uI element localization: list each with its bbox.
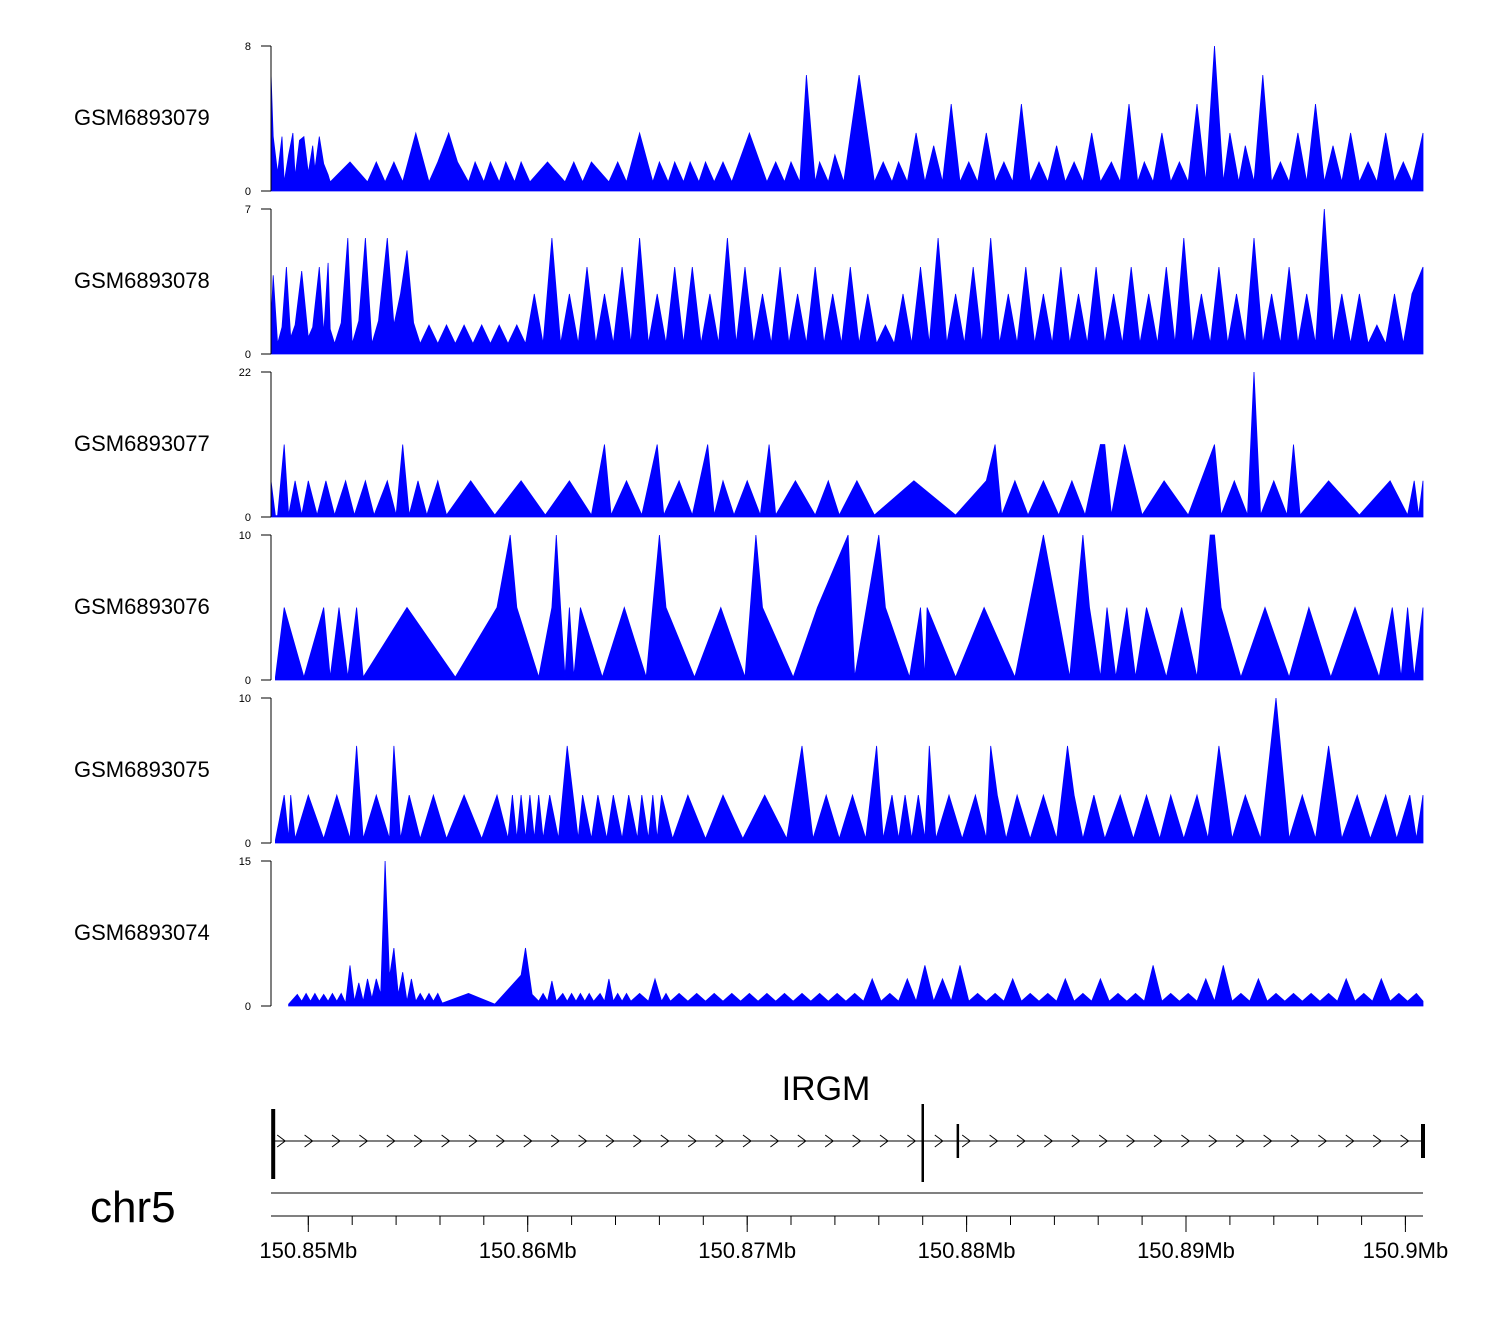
track-GSM6893079: 8 0 GSM6893079 <box>74 41 1424 198</box>
strand-arrow <box>633 1134 643 1148</box>
gene-label-irgm: IRGM <box>782 1070 871 1108</box>
strand-arrow <box>879 1134 889 1148</box>
strand-arrow <box>770 1134 780 1148</box>
strand-arrow <box>715 1134 725 1148</box>
strand-arrow <box>550 1134 561 1148</box>
strand-arrow <box>660 1134 670 1148</box>
strand-arrow <box>1208 1134 1218 1148</box>
y-tick-label-min: 0 <box>245 675 251 687</box>
y-tick-label-max: 7 <box>245 204 251 216</box>
genomic-axis: chr5 150.85Mb 150.86Mb 150.87Mb 150.88Mb 150… <box>90 1183 1448 1263</box>
strand-arrow <box>468 1134 478 1148</box>
strand-arrow <box>1016 1134 1026 1148</box>
strand-arrow <box>605 1134 615 1148</box>
strand-arrow <box>413 1134 424 1148</box>
coverage-area-GSM6893076 <box>275 534 1424 681</box>
strand-arrow <box>359 1134 369 1148</box>
y-tick-label-max: 10 <box>239 530 251 542</box>
strand-arrow <box>1126 1134 1136 1148</box>
strand-arrow <box>578 1134 588 1148</box>
strand-arrow <box>1153 1134 1163 1148</box>
strand-arrow <box>1290 1134 1300 1148</box>
strand-arrow <box>1318 1134 1328 1148</box>
x-tick-label: 150.86Mb <box>479 1238 577 1263</box>
coverage-area-GSM6893078 <box>270 208 1424 355</box>
track-GSM6893076: 10 0 GSM6893076 <box>74 530 1424 687</box>
strand-arrow <box>934 1134 944 1148</box>
track-GSM6893075: 10 0 GSM6893075 <box>74 693 1424 850</box>
coverage-area-GSM6893074 <box>288 860 1424 1007</box>
coverage-area-GSM6893079 <box>270 45 1424 192</box>
strand-arrow <box>523 1134 533 1148</box>
y-tick-label-min: 0 <box>245 186 251 198</box>
strand-arrow <box>304 1134 314 1148</box>
strand-arrow <box>276 1134 287 1148</box>
track-label: GSM6893075 <box>74 757 210 782</box>
gene-track: IRGM <box>271 1070 1425 1182</box>
y-tick-label-max: 10 <box>239 693 251 705</box>
y-tick-label-min: 0 <box>245 1001 251 1013</box>
exon-mark <box>921 1104 924 1182</box>
strand-arrow <box>961 1134 972 1148</box>
strand-arrow <box>1372 1134 1383 1148</box>
chromosome-label: chr5 <box>90 1183 176 1232</box>
strand-arrow <box>687 1134 698 1148</box>
track-label: GSM6893077 <box>74 431 210 456</box>
strand-arrow <box>1400 1134 1410 1148</box>
x-tick-label: 150.89Mb <box>1137 1238 1235 1263</box>
strand-arrow <box>1181 1134 1191 1148</box>
track-label: GSM6893079 <box>74 105 210 130</box>
coverage-area-GSM6893075 <box>275 697 1424 844</box>
exon-mark <box>956 1124 960 1158</box>
strand-arrow <box>1345 1134 1355 1148</box>
strand-arrow <box>1235 1134 1246 1148</box>
track-GSM6893077: 22 0 GSM6893077 <box>74 367 1424 524</box>
y-tick-label-min: 0 <box>245 838 251 850</box>
track-GSM6893078: 7 0 GSM6893078 <box>74 204 1424 361</box>
track-label: GSM6893074 <box>74 920 210 945</box>
strand-arrow <box>907 1134 917 1148</box>
strand-arrow <box>386 1134 396 1148</box>
coverage-area-GSM6893077 <box>270 371 1424 518</box>
y-tick-label-max: 8 <box>245 41 251 53</box>
strand-arrow <box>824 1134 835 1148</box>
x-tick-label: 150.85Mb <box>259 1238 357 1263</box>
strand-arrow <box>852 1134 862 1148</box>
strand-arrow <box>441 1134 451 1148</box>
strand-arrow <box>989 1134 999 1148</box>
y-tick-label-min: 0 <box>245 512 251 524</box>
strand-arrow <box>1098 1134 1109 1148</box>
strand-arrow <box>1071 1134 1081 1148</box>
track-label: GSM6893076 <box>74 594 210 619</box>
y-tick-label-min: 0 <box>245 349 251 361</box>
coverage-tracks: 8 0 GSM6893079 7 0 GSM6893078 22 0 GSM6893077 10 0… <box>74 41 1424 1013</box>
track-GSM6893074: 15 0 GSM6893074 <box>74 856 1424 1013</box>
strand-arrow <box>1044 1134 1054 1148</box>
strand-arrow <box>797 1134 807 1148</box>
x-tick-label: 150.9Mb <box>1363 1238 1449 1263</box>
strand-arrow <box>331 1134 341 1148</box>
y-tick-label-max: 22 <box>239 367 251 379</box>
y-tick-label-max: 15 <box>239 856 251 868</box>
strand-arrow <box>742 1134 752 1148</box>
strand-arrow <box>1263 1134 1273 1148</box>
x-tick-label: 150.87Mb <box>698 1238 796 1263</box>
exon-mark <box>271 1109 276 1179</box>
track-label: GSM6893078 <box>74 268 210 293</box>
exon-mark <box>1421 1124 1425 1158</box>
x-tick-label: 150.88Mb <box>918 1238 1016 1263</box>
strand-arrow <box>496 1134 506 1148</box>
